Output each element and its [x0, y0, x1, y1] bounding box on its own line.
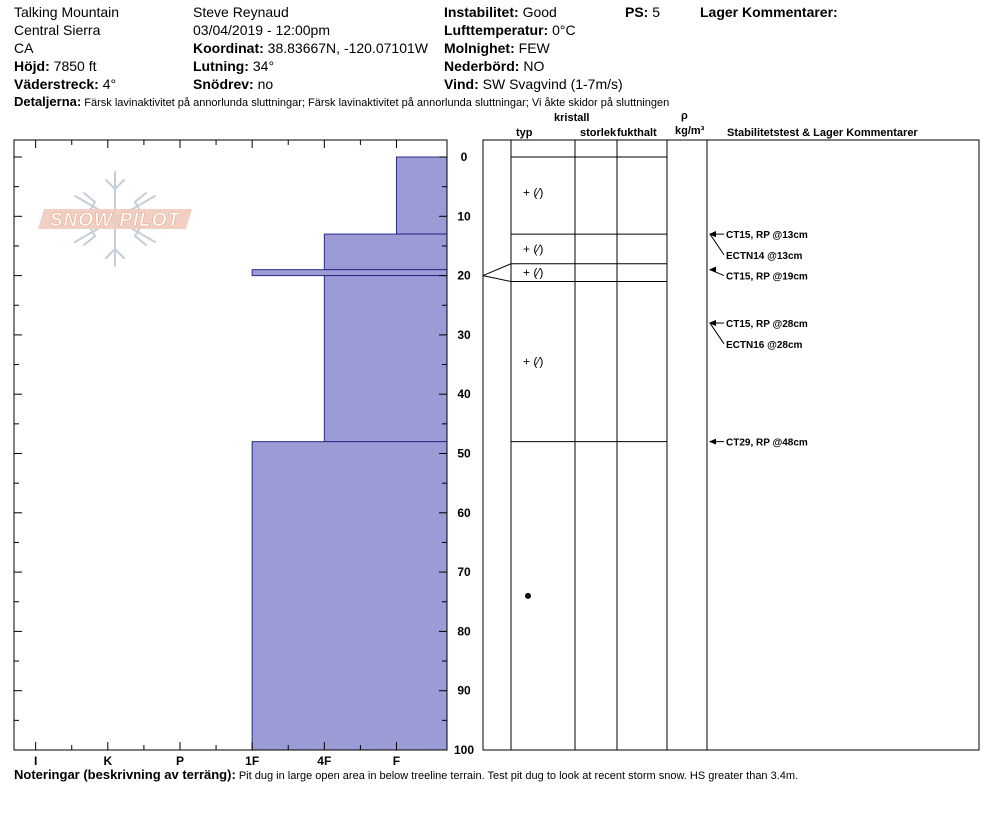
slope-value: 34°: [252, 58, 275, 74]
details-row: Detaljerna: Färsk lavinaktivitet på anno…: [14, 94, 669, 111]
sky-label: Molnighet:: [444, 40, 515, 56]
y-tick-label-1: 10: [457, 209, 471, 223]
x-tick-label-2: P: [176, 754, 184, 768]
y-tick-label-2: 20: [457, 269, 471, 283]
slope-row: Lutning: 34°: [193, 57, 274, 75]
x-tick-label-0: I: [34, 754, 37, 768]
y-tick-label-7: 70: [457, 565, 471, 579]
col-size: storlek: [580, 127, 616, 139]
stability-test-label-3: CT15, RP @28cm: [726, 319, 808, 330]
ps-label: PS:: [625, 4, 649, 20]
stability-arrow-1: [709, 231, 716, 238]
logo-text: SNOW PILOT: [50, 210, 181, 231]
layer-comments-label: Lager Kommentarer:: [700, 4, 838, 20]
notes-row: Noteringar (beskrivning av terräng): Pit…: [14, 767, 798, 784]
y-tick-label-10: 100: [454, 743, 474, 757]
y-tick-label-3: 30: [457, 328, 471, 342]
precip-label: Nederbörd:: [444, 58, 520, 74]
stability-test-label-2: CT15, RP @19cm: [726, 272, 808, 283]
col-crystal: kristall: [554, 112, 590, 124]
wind-loading-label: Snödrev:: [193, 76, 254, 92]
datetime: 03/04/2019 - 12:00pm: [193, 22, 330, 38]
air-temp-value: 0°C: [552, 22, 576, 38]
coordinate-label: Koordinat:: [193, 40, 264, 56]
x-tick-label-1: K: [103, 754, 112, 768]
stability-leader-4: [709, 322, 725, 345]
precip-row: Nederbörd: NO: [444, 57, 544, 75]
stability-test-label-5: CT29, RP @48cm: [726, 438, 808, 449]
x-tick-label-4: 4F: [317, 754, 331, 768]
snowpilot-logo: SNOW PILOT: [38, 171, 192, 267]
grain-type-label-3: + (⁄): [523, 355, 543, 369]
stability-arrow-5: [709, 438, 716, 445]
precip-value: NO: [523, 58, 545, 74]
notes-value: Pit dug in large open area in below tree…: [238, 770, 799, 782]
hardness-bar-1: [323, 233, 448, 271]
stability-arrow-2: [709, 266, 716, 273]
y-tick-label-9: 90: [457, 684, 471, 698]
layer-connector-1: [482, 275, 512, 283]
details-label: Detaljerna:: [14, 94, 82, 109]
col-type: typ: [516, 127, 533, 139]
wind-row: Vind: SW Svagvind (1-7m/s): [444, 75, 623, 93]
stability-test-label-1: ECTN14 @13cm: [726, 251, 803, 262]
grain-type-label-2: + (⁄): [523, 266, 543, 280]
slope-label: Lutning:: [193, 58, 249, 74]
stability-value: Good: [522, 4, 557, 20]
state: CA: [14, 40, 34, 56]
aspect-value: 4°: [102, 76, 117, 92]
col-moisture: fukthalt: [617, 127, 657, 139]
wind-loading-row: Snödrev: no: [193, 75, 273, 93]
grain-type-label-0: + (⁄): [523, 186, 543, 200]
hardness-bar-2: [251, 269, 448, 277]
wind-loading-value: no: [257, 76, 274, 92]
hardness-bar-3: [323, 275, 448, 443]
stability-label: Instabilitet:: [444, 4, 519, 20]
coordinate-row: Koordinat: 38.83667N, -120.07101W: [193, 39, 428, 57]
y-tick-label-4: 40: [457, 387, 471, 401]
location: Talking Mountain: [14, 4, 120, 20]
sky-value: FEW: [518, 40, 550, 56]
hardness-bar-4: [251, 441, 448, 751]
elevation-value: 7850 ft: [53, 58, 97, 74]
stability-row: Instabilitet: Good: [444, 3, 557, 21]
ps-row: PS: 5: [625, 3, 660, 21]
col-rho: ρ: [681, 110, 688, 122]
stability-arrow-4: [709, 320, 716, 327]
wind-value: SW Svagvind (1-7m/s): [482, 76, 623, 92]
stability-test-label-0: CT15, RP @13cm: [726, 230, 808, 241]
aspect-row: Väderstreck: 4°: [14, 75, 116, 93]
range: Central Sierra: [14, 22, 101, 38]
col-density: kg/m³: [675, 125, 705, 137]
layer-table-frame: [482, 139, 980, 751]
elevation-label: Höjd:: [14, 58, 50, 74]
y-tick-label-5: 50: [457, 447, 471, 461]
observer: Steve Reynaud: [193, 4, 289, 20]
y-tick-label-8: 80: [457, 624, 471, 638]
hardness-bar-0: [395, 156, 448, 235]
elevation-row: Höjd: 7850 ft: [14, 57, 96, 75]
notes-label: Noteringar (beskrivning av terräng):: [14, 767, 236, 782]
details-value: Färsk lavinaktivitet på annorlunda slutt…: [84, 97, 670, 109]
coordinate-value: 38.83667N, -120.07101W: [267, 40, 428, 56]
air-temp-label: Lufttemperatur:: [444, 22, 549, 38]
aspect-label: Väderstreck:: [14, 76, 99, 92]
x-tick-label-5: F: [393, 754, 400, 768]
col-stability: Stabilitetstest & Lager Kommentarer: [727, 127, 918, 139]
grain-type-label-1: + (⁄): [523, 242, 543, 256]
sky-row: Molnighet: FEW: [444, 39, 550, 57]
wind-label: Vind:: [444, 76, 479, 92]
air-temp-row: Lufttemperatur: 0°C: [444, 21, 576, 39]
x-tick-label-3: 1F: [245, 754, 259, 768]
layer-connector-0: [482, 263, 512, 277]
y-tick-label-0: 0: [461, 150, 468, 164]
hardness-frame: [13, 139, 448, 751]
y-tick-label-6: 60: [457, 506, 471, 520]
grain-dot: [525, 592, 531, 599]
stability-test-label-4: ECTN16 @28cm: [726, 340, 803, 351]
ps-value: 5: [652, 4, 661, 20]
stability-leader-1: [709, 233, 725, 256]
